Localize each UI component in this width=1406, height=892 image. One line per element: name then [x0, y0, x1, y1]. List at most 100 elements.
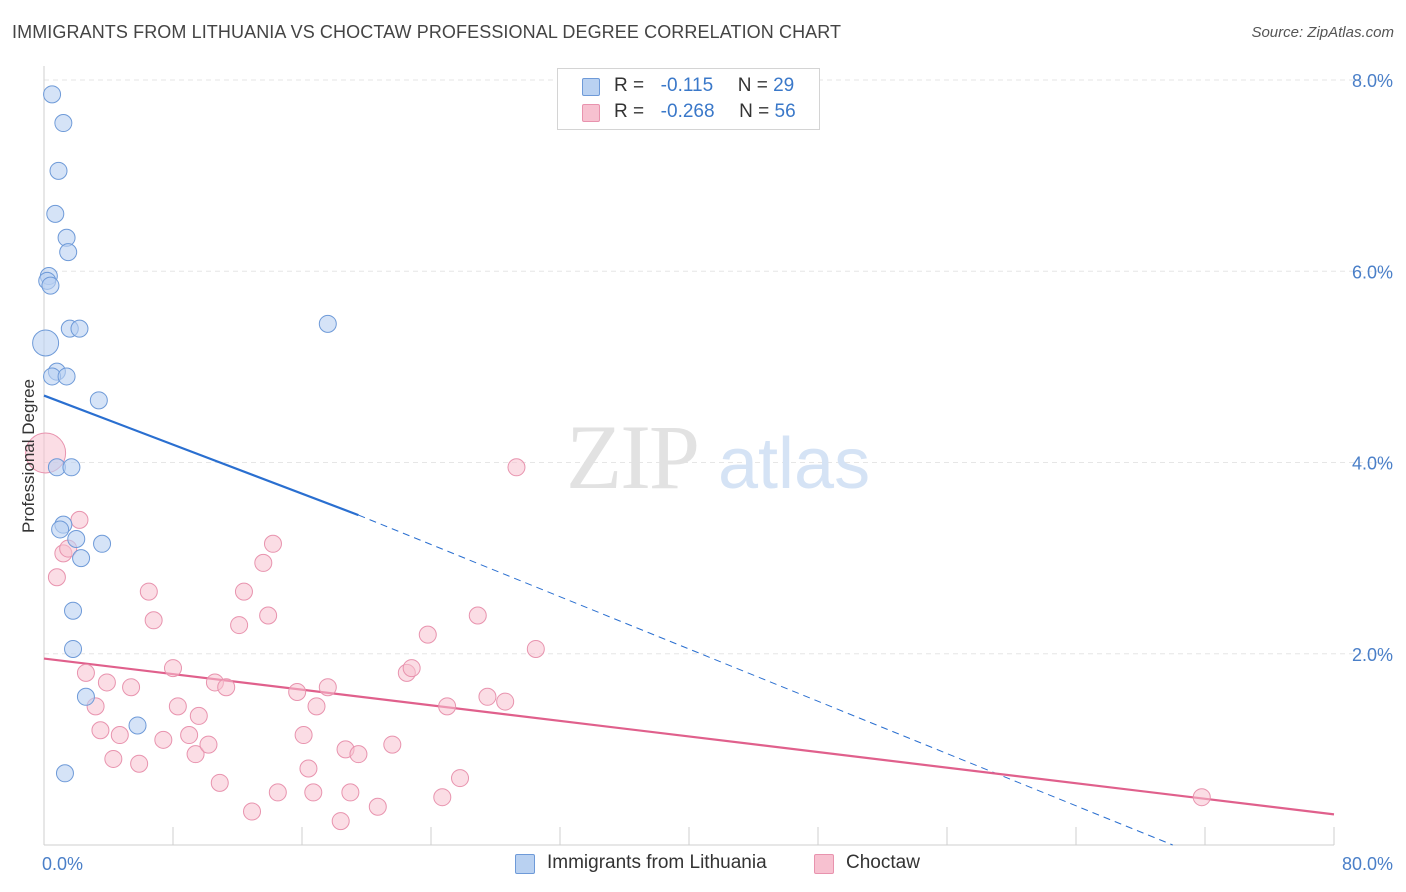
data-point-choctaw — [122, 678, 141, 697]
data-point-choctaw — [47, 568, 66, 587]
data-point-lithuania — [89, 391, 108, 410]
data-point-choctaw — [210, 773, 229, 792]
data-point-choctaw — [341, 783, 360, 802]
data-point-choctaw — [307, 697, 326, 716]
data-point-choctaw — [299, 759, 318, 778]
data-point-lithuania — [55, 764, 74, 783]
watermark-zip: ZIP — [566, 406, 698, 508]
data-point-choctaw — [97, 673, 116, 692]
data-point-choctaw — [268, 783, 287, 802]
bottom-legend-swatch-choctaw — [814, 854, 834, 874]
data-point-choctaw — [104, 749, 123, 768]
data-point-choctaw — [288, 683, 307, 701]
data-points — [25, 85, 1211, 831]
legend-r-label: R = — [614, 75, 645, 96]
data-point-choctaw — [383, 735, 402, 754]
data-point-choctaw — [468, 606, 487, 625]
data-point-choctaw — [154, 730, 173, 749]
data-point-lithuania — [32, 329, 60, 357]
y-tick-label: 8.0% — [1352, 71, 1393, 91]
data-point-choctaw — [199, 735, 218, 754]
data-point-choctaw — [189, 706, 208, 725]
y-tick-label: 2.0% — [1352, 645, 1393, 665]
data-point-lithuania — [54, 114, 73, 133]
data-point-choctaw — [230, 616, 249, 635]
data-point-choctaw — [254, 553, 273, 572]
data-point-choctaw — [110, 726, 129, 745]
x-tick-label: 80.0% — [1342, 854, 1393, 874]
y-tick-label: 4.0% — [1352, 454, 1393, 474]
data-point-lithuania — [72, 549, 91, 568]
y-tick-label: 6.0% — [1352, 262, 1393, 282]
data-point-lithuania — [43, 85, 62, 104]
data-point-choctaw — [186, 745, 205, 764]
x-tick-label: 0.0% — [42, 854, 83, 874]
data-point-choctaw — [438, 697, 457, 716]
data-point-choctaw — [349, 745, 368, 764]
data-point-choctaw — [507, 458, 526, 477]
data-point-lithuania — [64, 639, 83, 658]
data-point-choctaw — [496, 692, 515, 711]
data-point-choctaw — [164, 659, 182, 678]
data-point-choctaw — [318, 678, 337, 697]
legend-r-value-choctaw: -0.268 — [660, 101, 715, 122]
data-point-lithuania — [51, 520, 70, 539]
data-point-lithuania — [49, 161, 68, 180]
legend-n-label: N = — [739, 101, 770, 122]
data-point-choctaw — [526, 639, 545, 658]
data-point-lithuania — [67, 530, 86, 548]
data-point-choctaw — [304, 783, 323, 802]
trend-line-lithuania — [43, 394, 359, 517]
data-point-lithuania — [59, 243, 78, 262]
data-point-lithuania — [57, 367, 76, 386]
data-point-choctaw — [451, 769, 470, 788]
bottom-legend-label-lithuania: Immigrants from Lithuania — [547, 852, 767, 873]
data-point-lithuania — [70, 319, 89, 338]
data-point-choctaw — [70, 510, 89, 529]
watermark: ZIP atlas — [566, 406, 870, 508]
data-point-choctaw — [259, 606, 278, 625]
legend-r-label: R = — [614, 101, 645, 122]
trend-line-lithuania-dashed — [358, 514, 1173, 846]
tick-labels: 2.0% 4.0% 6.0% 8.0% 0.0% 80.0% — [42, 71, 1393, 874]
data-point-lithuania — [318, 314, 337, 333]
data-point-choctaw — [402, 659, 421, 678]
trend-lines — [43, 394, 1335, 846]
data-point-lithuania — [76, 687, 95, 706]
data-point-lithuania — [128, 716, 147, 735]
data-point-choctaw — [1192, 788, 1211, 807]
legend-r-value-lithuania: -0.115 — [660, 75, 714, 96]
bottom-legend-label-choctaw: Choctaw — [846, 852, 920, 873]
data-point-choctaw — [331, 812, 350, 831]
legend-n-label: N = — [737, 75, 768, 96]
watermark-atlas: atlas — [718, 424, 870, 504]
data-point-choctaw — [139, 582, 158, 601]
chart-title: IMMIGRANTS FROM LITHUANIA VS CHOCTAW PRO… — [12, 22, 842, 42]
data-point-choctaw — [180, 726, 199, 745]
data-point-choctaw — [368, 797, 387, 816]
data-point-lithuania — [93, 534, 112, 553]
data-point-choctaw — [234, 582, 253, 601]
data-point-choctaw — [76, 663, 95, 682]
gridlines — [44, 79, 1392, 655]
trend-line-choctaw — [43, 657, 1335, 816]
data-point-choctaw — [130, 754, 149, 773]
correlation-legend: R = -0.115 N = 29 R = -0.268 N = 56 — [557, 68, 820, 130]
legend-swatch-choctaw — [582, 104, 600, 122]
data-point-choctaw — [294, 726, 313, 745]
legend-n-value-lithuania: 29 — [773, 75, 795, 96]
data-point-lithuania — [46, 204, 65, 223]
data-point-choctaw — [478, 687, 497, 706]
data-point-choctaw — [168, 697, 187, 716]
data-point-lithuania — [64, 601, 83, 620]
data-point-choctaw — [433, 788, 452, 807]
data-point-choctaw — [418, 625, 437, 644]
data-point-choctaw — [91, 721, 110, 740]
legend-swatch-lithuania — [582, 78, 600, 96]
data-point-choctaw — [144, 611, 163, 630]
data-point-lithuania — [41, 276, 60, 295]
legend-n-value-choctaw: 56 — [774, 101, 796, 122]
data-point-lithuania — [62, 458, 81, 477]
y-axis-label: Professional Degree — [19, 379, 38, 533]
